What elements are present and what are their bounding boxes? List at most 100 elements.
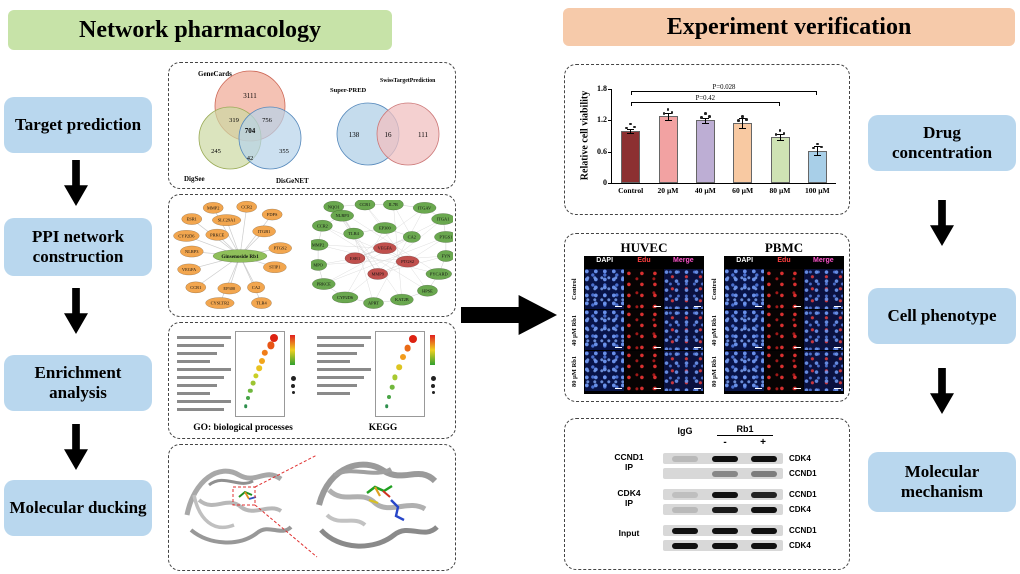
pbmc-group: PBMC Control 40 μM Rb1 80 μM Rb1 DAPI Edu Merg…	[711, 240, 845, 398]
blot-band	[712, 470, 739, 477]
replicate-dot	[778, 129, 782, 132]
gene-node	[343, 227, 364, 240]
down-arrow-icon	[64, 160, 88, 206]
go-dotplot: GO: biological processes	[175, 329, 311, 435]
axis-label-line	[177, 400, 231, 403]
blot-band-label: CCND1	[789, 469, 817, 478]
micro-row-label: 80 μM Rb1	[711, 355, 718, 387]
y-axis-tick	[608, 183, 612, 184]
blot-band	[671, 491, 698, 498]
gene-node	[417, 284, 438, 297]
bar-80 μM	[770, 137, 790, 183]
replicate-dot	[737, 118, 740, 122]
micro-image-block: DAPI Edu Merge	[584, 256, 704, 394]
ppi-hub-network: NQO1 CCR1 IL7R ITGAV ITGA1 PTGS1 FYN PYCARD HPSE…	[307, 198, 458, 312]
svg-text:ESR1: ESR1	[350, 256, 360, 261]
svg-text:CA2: CA2	[408, 235, 416, 240]
svg-text:CYP2D6: CYP2D6	[337, 295, 354, 300]
svg-text:STIP1: STIP1	[269, 265, 280, 270]
enrichment-dot	[253, 373, 259, 379]
y-axis-tick	[608, 89, 612, 90]
micro-tile-edu	[624, 269, 664, 309]
replicate-dot	[774, 133, 778, 136]
svg-text:ESR1: ESR1	[187, 217, 197, 222]
svg-text:IL7R: IL7R	[389, 202, 398, 207]
right-arrow-icon	[461, 295, 557, 335]
micro-tile-edu	[624, 310, 664, 350]
blot-band	[712, 527, 739, 534]
enrichment-dot	[256, 365, 262, 371]
venn-label-digsee: DigSee	[184, 175, 205, 183]
axis-label-line	[317, 384, 357, 387]
significance-bracket	[630, 91, 818, 95]
blot-band	[750, 506, 777, 513]
gene-node	[373, 222, 397, 234]
go-term-labels	[177, 331, 233, 415]
x-category-label: 100 μM	[804, 186, 830, 195]
y-axis-tick-label: 0.6	[597, 146, 607, 156]
venn-count: 756	[262, 117, 273, 124]
error-bar-cap	[776, 139, 784, 141]
svg-text:CCR1: CCR1	[190, 285, 201, 290]
gene-node	[177, 263, 201, 276]
axis-label-line	[177, 360, 210, 363]
error-bar-cap	[813, 146, 821, 148]
axis-label-line	[317, 352, 357, 355]
micro-image-block: DAPI Edu Merge	[724, 256, 844, 394]
y-axis-tick	[608, 120, 612, 122]
network-pharmacology-header: Network pharmacology	[8, 10, 392, 50]
venn-label-genecards: GeneCards	[198, 70, 232, 78]
enrichment-dot	[384, 404, 389, 408]
venn-count: 138	[349, 131, 360, 139]
venn-count: 16	[385, 131, 393, 139]
gene-node	[180, 245, 204, 258]
gene-node	[181, 213, 203, 225]
significance-bracket	[630, 102, 780, 106]
enrichment-dot	[409, 334, 418, 343]
blot-band	[671, 527, 698, 534]
blot-band-label: CDK4	[789, 505, 811, 514]
micro-group-title: HUVEC	[620, 240, 668, 255]
venn-diagram-panel: GeneCards DigSee DisGeNET 3111 319 756 7…	[168, 62, 456, 189]
micro-tile-merge	[804, 269, 843, 309]
svg-text:PRKCE: PRKCE	[317, 282, 331, 287]
blot-band-label: CDK4	[789, 541, 811, 550]
ppi-network-panel: MMP2 CCR2 ESR1 SLC29A1 FDPS CYP2D6 PRKCE ITGB1 N…	[168, 194, 458, 317]
micro-tile-dapi	[725, 310, 764, 350]
gene-node	[268, 242, 292, 255]
svg-text:FYN: FYN	[442, 254, 452, 259]
axis-label-line	[177, 352, 217, 355]
replicate-dot	[820, 145, 823, 149]
enrichment-dot	[261, 349, 268, 357]
kegg-title: KEGG	[368, 423, 398, 433]
axis-label-line	[177, 376, 224, 379]
svg-text:PYCARD: PYCARD	[430, 271, 448, 276]
gene-node	[425, 268, 452, 280]
flow-box-molecular-mechanism: Molecular mechanism	[868, 452, 1016, 512]
go-plot-area	[235, 331, 285, 417]
micro-row-label: Control	[711, 278, 718, 300]
svg-text:MMP9: MMP9	[372, 271, 385, 276]
error-bar	[779, 134, 781, 140]
svg-text:ITGA1: ITGA1	[437, 217, 450, 222]
y-axis-tick-label: 0	[603, 178, 607, 187]
dot-size-legend	[289, 373, 297, 394]
error-bar-cap	[664, 119, 672, 121]
enrichment-dot	[392, 374, 398, 380]
svg-text:CA2: CA2	[252, 285, 260, 290]
axis-label-line	[317, 376, 364, 379]
blot-band	[750, 470, 777, 477]
axis-label-line	[177, 368, 231, 371]
experiment-verification-header: Experiment verification	[563, 8, 1015, 46]
venn-count: 704	[245, 127, 256, 135]
micro-row-label: 80 μM Rb1	[571, 355, 578, 387]
error-bar-cap	[627, 132, 635, 134]
svg-text:ITGAV: ITGAV	[418, 205, 432, 210]
svg-text:TLR4: TLR4	[348, 231, 359, 236]
svg-text:VEGFA: VEGFA	[182, 267, 197, 272]
replicate-dot	[745, 117, 748, 121]
svg-text:MMP2: MMP2	[207, 205, 219, 210]
molecular-docking-panel	[168, 444, 456, 571]
svg-text:TLR4: TLR4	[256, 301, 267, 306]
venn-count: 42	[247, 155, 254, 162]
